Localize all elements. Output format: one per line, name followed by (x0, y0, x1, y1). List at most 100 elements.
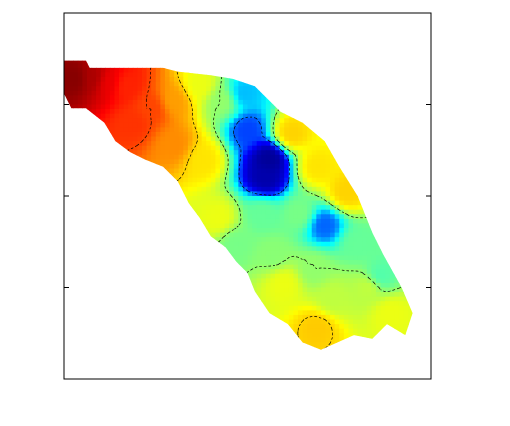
heatmap-cell (242, 196, 249, 202)
heatmap-cell (96, 99, 102, 106)
heatmap-cell (238, 209, 244, 215)
heatmap-cell (288, 154, 294, 160)
heatmap-cell (380, 260, 386, 266)
heatmap-cell (197, 150, 203, 156)
heatmap-cell (330, 163, 336, 170)
heatmap-cell (348, 237, 354, 243)
heatmap-cell (334, 269, 340, 275)
heatmap-cell (348, 269, 354, 275)
heatmap-cell (155, 145, 161, 151)
heatmap-cell (169, 104, 175, 110)
heatmap-cell (82, 81, 88, 87)
heatmap-cell (256, 99, 262, 106)
heatmap-cell (210, 113, 216, 119)
heatmap-cell (100, 113, 106, 119)
heatmap-cell (252, 122, 258, 128)
heatmap-cell (247, 122, 253, 128)
heatmap-cell (325, 205, 331, 211)
heatmap-cell (284, 218, 290, 225)
heatmap-cell (242, 118, 249, 124)
heatmap-cell (252, 168, 258, 174)
heatmap-cell (146, 136, 152, 142)
heatmap-cell (320, 287, 327, 293)
heatmap-cell (238, 218, 244, 225)
heatmap-cell (357, 278, 363, 284)
heatmap-cell (132, 90, 138, 96)
heatmap-cell (325, 150, 331, 156)
heatmap-cell (261, 127, 267, 133)
heatmap-cell (279, 241, 285, 247)
heatmap-cell (270, 278, 276, 284)
heatmap-cell (293, 269, 299, 275)
heatmap-cell (123, 67, 129, 74)
heatmap-cell (279, 113, 285, 119)
heatmap-cell (357, 218, 363, 225)
heatmap-cell (288, 182, 294, 188)
heatmap-cell (247, 95, 253, 101)
heatmap-cell (297, 141, 304, 147)
heatmap-cell (247, 246, 253, 252)
heatmap-cell (119, 104, 125, 110)
heatmap-cell (233, 109, 239, 115)
heatmap-cell (362, 223, 368, 229)
heatmap-cell (353, 282, 359, 289)
heatmap-cell (275, 287, 281, 293)
heatmap-cell (206, 131, 212, 138)
heatmap-cell (320, 255, 327, 261)
heatmap-cell (371, 292, 377, 298)
heatmap-cell (219, 109, 226, 115)
heatmap-cell (279, 282, 285, 289)
heatmap-cell (233, 86, 239, 92)
heatmap-cell (279, 191, 285, 197)
heatmap-cell (330, 269, 336, 275)
heatmap-cell (219, 209, 226, 215)
heatmap-cell (252, 241, 258, 247)
heatmap-cell (164, 86, 171, 92)
heatmap-cell (275, 237, 281, 243)
heatmap-cell (320, 159, 327, 165)
heatmap-cell (169, 136, 175, 142)
heatmap-cell (284, 168, 290, 174)
heatmap-cell (293, 118, 299, 124)
heatmap-cell (316, 292, 322, 298)
heatmap-cell (270, 196, 276, 202)
heatmap-cell (270, 223, 276, 229)
heatmap-cell (256, 159, 262, 165)
heatmap-cell (325, 255, 331, 261)
heatmap-cell (128, 104, 134, 110)
heatmap-cell (252, 177, 258, 183)
heatmap-cell (261, 196, 267, 202)
heatmap-cell (256, 241, 262, 247)
heatmap-cell (357, 232, 363, 238)
heatmap-cell (183, 141, 189, 147)
heatmap-cell (256, 191, 262, 197)
heatmap-cell (339, 223, 345, 229)
heatmap-cell (284, 186, 290, 193)
heatmap-cell (334, 173, 340, 179)
heatmap-cell (215, 127, 221, 133)
heatmap-cell (109, 109, 116, 115)
heatmap-cell (339, 255, 345, 261)
heatmap-cell (275, 214, 281, 220)
heatmap-cell (247, 86, 253, 92)
heatmap-cell (353, 191, 359, 197)
heatmap-cell (362, 237, 368, 243)
heatmap-cell (371, 273, 377, 279)
heatmap-cell (169, 86, 175, 92)
heatmap-cell (109, 81, 116, 87)
heatmap-cell (284, 196, 290, 202)
heatmap-cell (229, 200, 235, 206)
heatmap-cell (201, 109, 207, 115)
heatmap-cell (320, 260, 327, 266)
heatmap-cell (297, 237, 304, 243)
heatmap-cell (96, 72, 102, 78)
heatmap-cell (178, 154, 184, 160)
heatmap-cell (210, 104, 216, 110)
heatmap-cell (219, 118, 226, 124)
heatmap-cell (339, 173, 345, 179)
heatmap-cell (219, 214, 226, 220)
heatmap-cell (348, 241, 354, 247)
heatmap-cell (197, 200, 203, 206)
heatmap-cell (197, 191, 203, 197)
heatmap-cell (219, 95, 226, 101)
